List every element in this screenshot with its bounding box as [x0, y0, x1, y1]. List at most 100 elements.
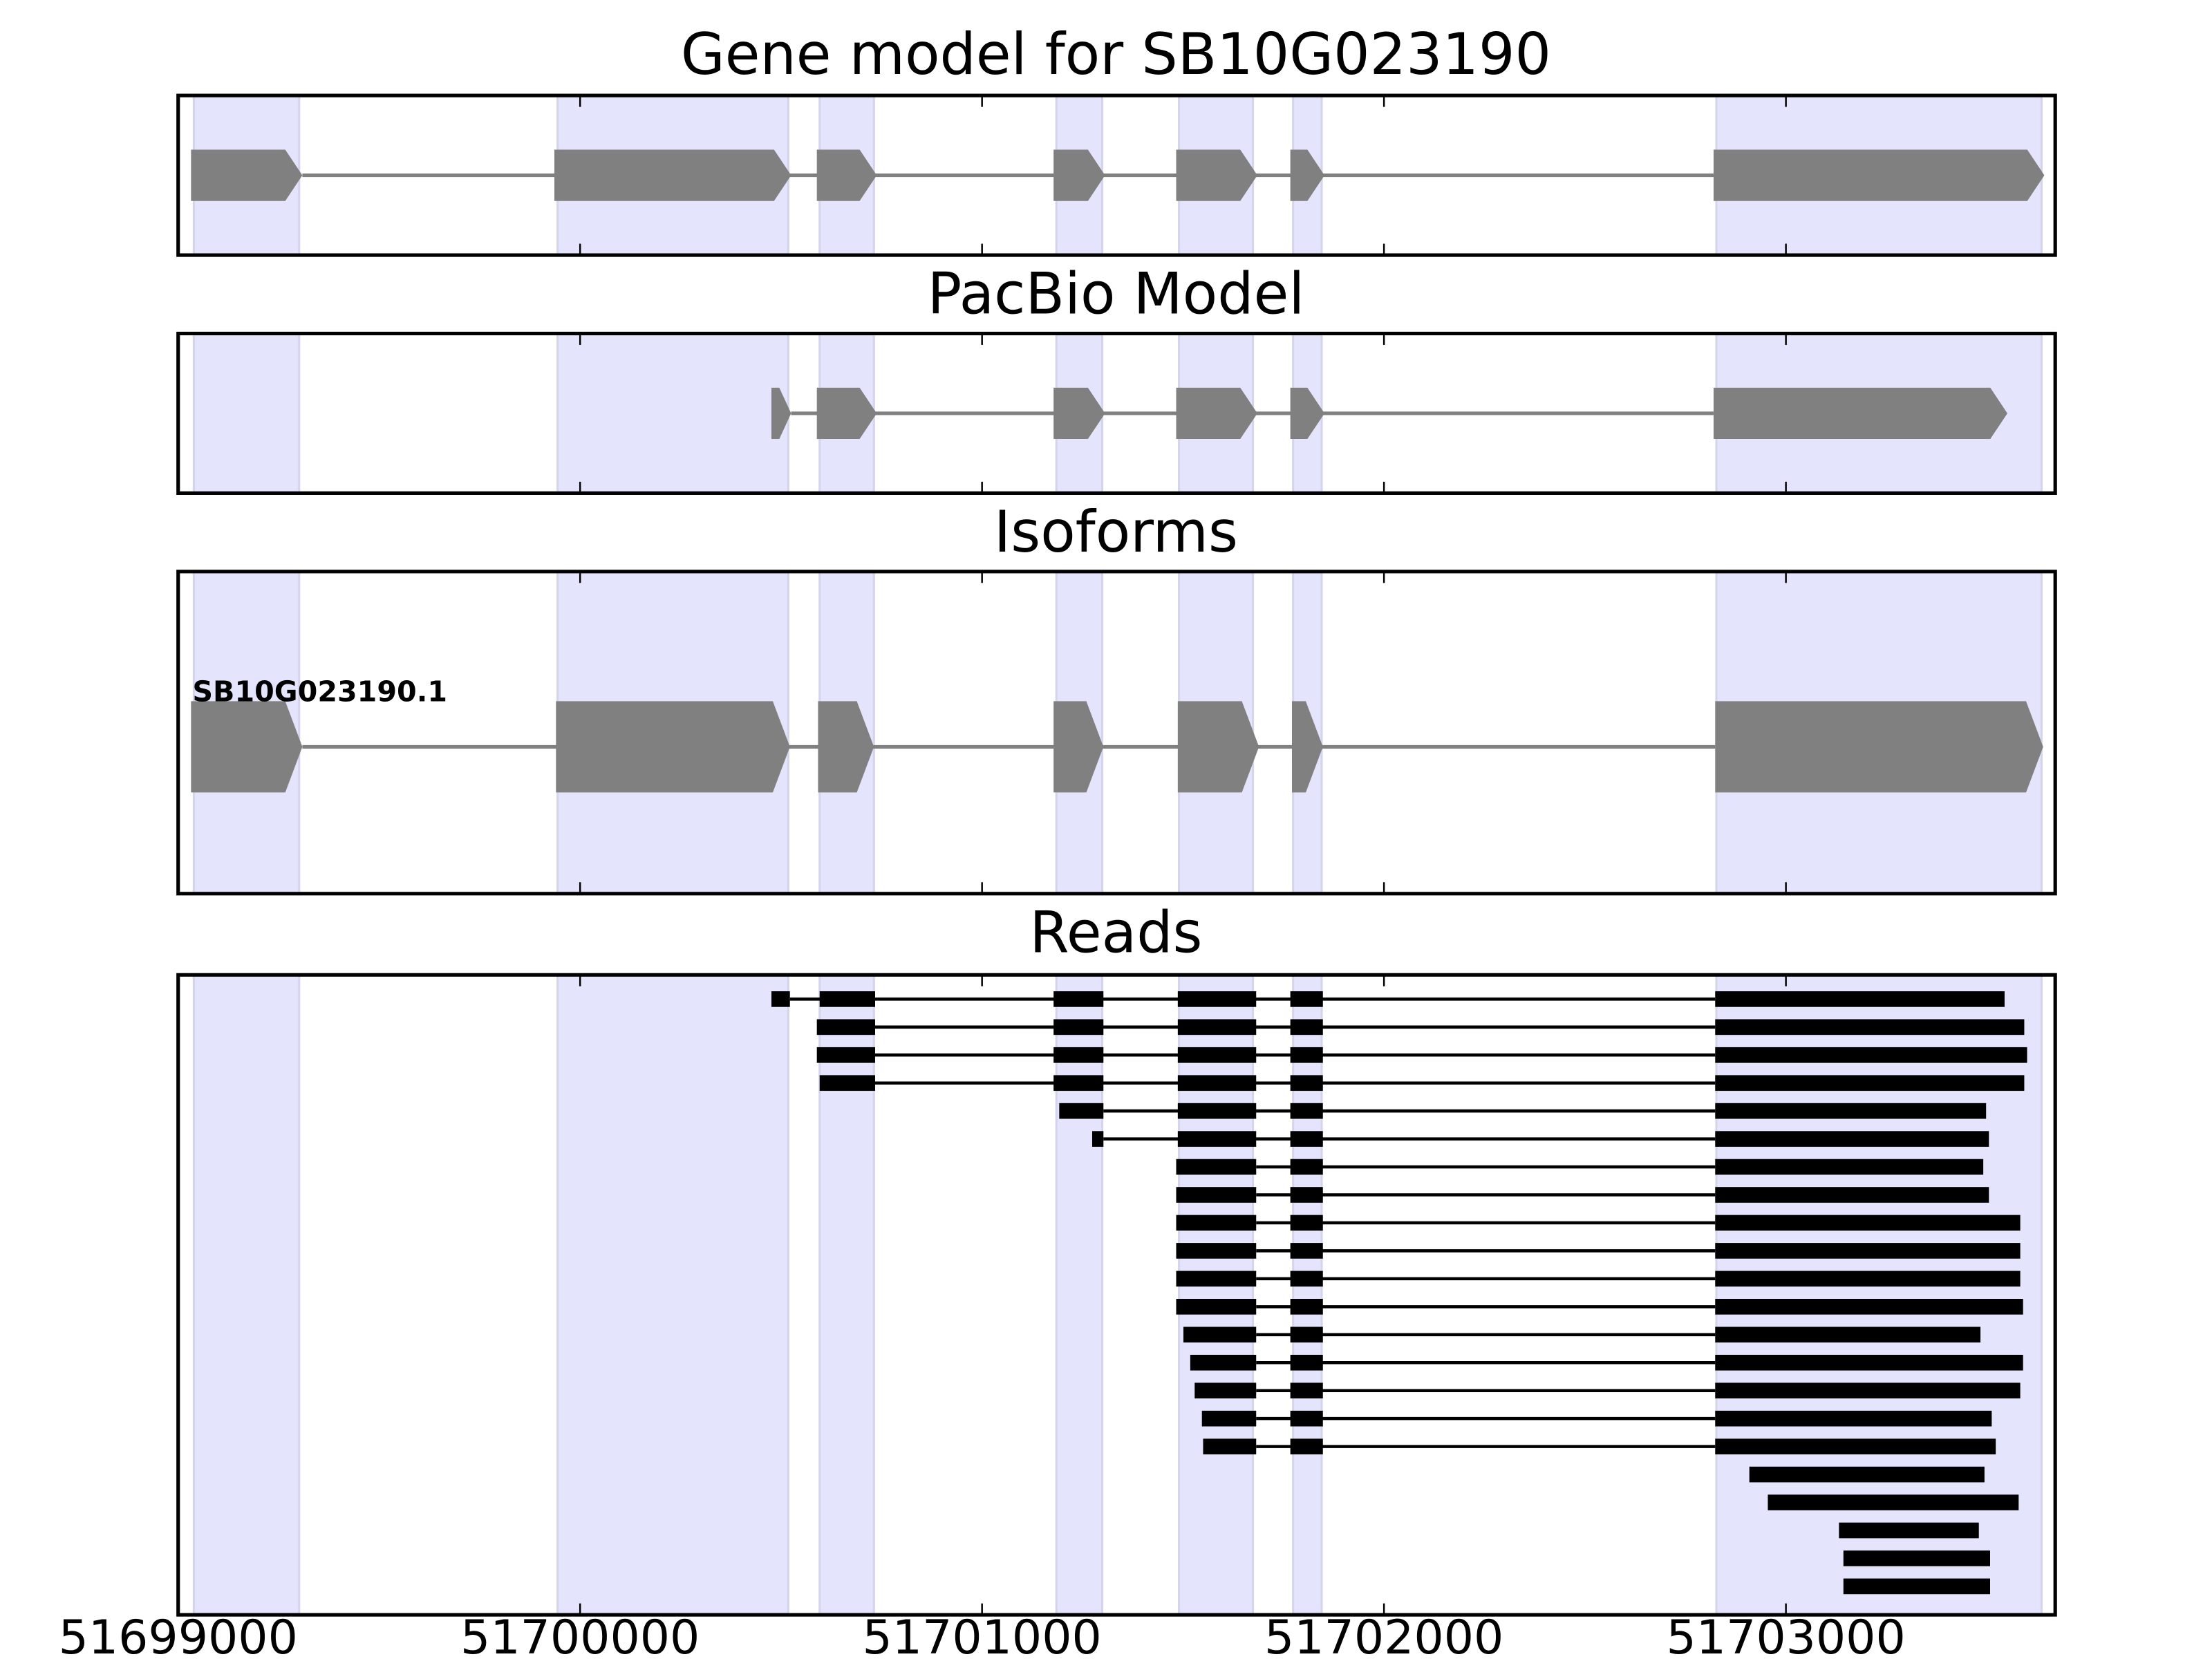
read-block [1290, 1075, 1323, 1091]
read [1176, 1215, 2021, 1231]
x-tick-label: 51699000 [59, 1611, 298, 1659]
read-block [1290, 1271, 1323, 1287]
shaded-region [556, 973, 789, 1616]
read-block [1290, 1159, 1323, 1175]
read-block [816, 1019, 876, 1035]
exon [191, 149, 303, 201]
read-block [1843, 1578, 1990, 1595]
shaded-region [818, 973, 875, 1616]
read-block [1053, 991, 1104, 1007]
read-block [1290, 991, 1323, 1007]
read-block [1290, 1299, 1323, 1315]
read [1843, 1550, 1990, 1566]
read-block [1177, 1075, 1257, 1091]
read-block [1768, 1494, 2019, 1510]
shaded-region [556, 332, 789, 494]
read-block [1290, 1327, 1323, 1343]
read-block [1053, 1075, 1104, 1091]
read-block [819, 1075, 876, 1091]
read-block [1177, 991, 1257, 1007]
read-block [1091, 1131, 1104, 1147]
read-block [1290, 1103, 1323, 1119]
read-block [1290, 1019, 1323, 1035]
read [819, 1075, 2025, 1091]
read-block [1290, 1187, 1323, 1203]
read-block [1290, 1047, 1323, 1063]
read-block [819, 991, 876, 1007]
read-block [1176, 1271, 1257, 1287]
panel-model: PacBio Model [176, 261, 2057, 495]
shaded-region [1178, 973, 1255, 1616]
read [1190, 1354, 2023, 1371]
read [1176, 1243, 2021, 1259]
read [771, 991, 2005, 1007]
read-block [1203, 1438, 1257, 1454]
plot-layer: Gene model for SB10G023190 PacBio Model Is… [59, 21, 2057, 1659]
panel-title: PacBio Model [928, 261, 1305, 328]
read [1194, 1382, 2021, 1399]
exon [1053, 149, 1105, 201]
read-block [1176, 1187, 1257, 1203]
read-block [1176, 1243, 1257, 1259]
read-block [1715, 1019, 2025, 1035]
read-block [1715, 1354, 2023, 1371]
read-block [1059, 1103, 1104, 1119]
read-block [1715, 1215, 2021, 1231]
x-tick-label: 51700000 [460, 1611, 700, 1659]
read-block [1290, 1410, 1323, 1427]
exon [554, 149, 791, 201]
read-block [1715, 1299, 2023, 1315]
read [1201, 1410, 1992, 1427]
x-tick-label: 51701000 [863, 1611, 1102, 1659]
read-block [1715, 1438, 1996, 1454]
exon [1176, 149, 1257, 201]
panel-title: Gene model for SB10G023190 [681, 21, 1551, 88]
read-block [1194, 1382, 1257, 1399]
read [1749, 1466, 1985, 1483]
read-block [1749, 1466, 1985, 1483]
exon [818, 701, 874, 793]
x-tick-label: 51702000 [1264, 1611, 1503, 1659]
exon [1176, 387, 1257, 440]
read-block [1176, 1299, 1257, 1315]
read-block [1290, 1215, 1323, 1231]
read [1176, 1187, 1989, 1203]
read-block [1290, 1131, 1323, 1147]
read [1843, 1578, 1990, 1595]
read-block [1715, 1271, 2021, 1287]
read-block [816, 1047, 876, 1063]
read-block [1715, 1327, 1981, 1343]
panel-frame [176, 331, 2057, 495]
exon [771, 387, 791, 440]
read [816, 1047, 2027, 1063]
exon [1290, 387, 1325, 440]
read-block [1290, 1382, 1323, 1399]
read [1059, 1103, 1987, 1119]
shaded-region [192, 332, 301, 494]
exon [556, 701, 790, 793]
panel-model: Gene model for SB10G023190 [176, 21, 2057, 257]
read-block [1201, 1410, 1257, 1427]
exon [1713, 387, 2008, 440]
read [1839, 1522, 1979, 1539]
exon [1713, 149, 2045, 201]
panel-isoform: Isoforms SB10G023190.1 [176, 499, 2057, 896]
exon [191, 701, 303, 793]
read-block [1839, 1522, 1979, 1539]
shaded-region [1715, 973, 2043, 1616]
read-block [1290, 1243, 1323, 1259]
read-block [1183, 1327, 1257, 1343]
read-block [1053, 1019, 1104, 1035]
exon [816, 149, 877, 201]
exon [1291, 701, 1323, 793]
read-block [1176, 1215, 1257, 1231]
panel-frame [176, 93, 2057, 257]
panel-frame [176, 973, 2057, 1617]
read [1176, 1159, 1984, 1175]
read-block [1176, 1159, 1257, 1175]
exon [1053, 701, 1104, 793]
isoform-label: SB10G023190.1 [192, 675, 447, 708]
x-tick-label: 51703000 [1666, 1611, 1905, 1659]
read-block [1715, 1075, 2025, 1091]
